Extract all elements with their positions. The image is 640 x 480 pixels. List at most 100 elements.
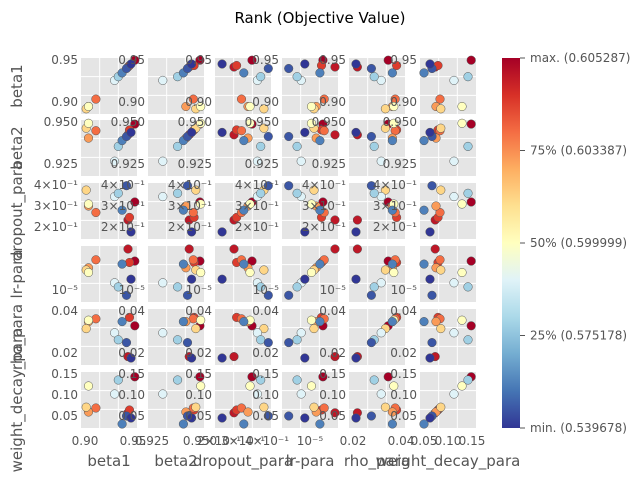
- scatter-point: [306, 118, 317, 128]
- scatter-point: [245, 118, 255, 128]
- y-tick-label: 0.95: [252, 53, 279, 67]
- scatter-point: [351, 353, 361, 363]
- y-tick-label: 0.02: [51, 346, 78, 360]
- y-tick-label: 2×10⁻¹: [101, 220, 145, 234]
- x-tick-label: 0.15: [459, 434, 486, 448]
- y-tick-label: 0.10: [252, 388, 279, 402]
- y-tick-label: 0.10: [185, 388, 212, 402]
- x-axis-label: beta1: [87, 452, 130, 470]
- panel-weight_decay_para-vs-lr-para: 0.05 0.10 0.15: [252, 367, 340, 429]
- y-tick-label: 0.05: [390, 409, 417, 423]
- scatter-point: [247, 55, 257, 65]
- scatter-point: [178, 205, 188, 215]
- scatter-point: [427, 181, 437, 191]
- scatter-point: [256, 375, 266, 385]
- y-tick-label: 0.15: [252, 367, 279, 381]
- y-tick-label: 0.90: [390, 95, 417, 109]
- scatter-point: [292, 188, 302, 198]
- scatter-point: [173, 141, 183, 151]
- scatter-point: [178, 419, 188, 429]
- scatter-point: [91, 403, 101, 413]
- scatter-point: [376, 278, 386, 288]
- y-tick-label: 0.10: [51, 388, 78, 402]
- y-tick-label: 10⁻⁵: [119, 283, 146, 297]
- scatter-point: [121, 181, 132, 191]
- y-axis-label: beta2: [8, 126, 26, 169]
- x-tick-label: 2×10⁻¹: [197, 434, 241, 448]
- scatter-point: [366, 131, 376, 142]
- scatter-point: [130, 197, 140, 207]
- scatter-point: [263, 131, 273, 142]
- scatter-point: [419, 317, 429, 327]
- scatter-point: [387, 68, 397, 78]
- y-tick-label: 0.90: [319, 95, 346, 109]
- scatter-point: [83, 315, 94, 325]
- colorbar-tick-label: 25% (0.575178): [530, 329, 627, 343]
- scatter-point: [449, 389, 459, 399]
- scatter-point: [380, 185, 390, 195]
- scatter-point: [435, 94, 445, 104]
- panel-beta1-vs-rho_para: 0.90 0.95: [319, 53, 405, 114]
- scatter-point: [187, 413, 197, 423]
- y-tick-label: 3×10⁻¹: [34, 199, 78, 213]
- y-tick-label: 0.950: [178, 115, 212, 129]
- scatter-point: [351, 59, 361, 69]
- scatter-point: [296, 156, 306, 166]
- scatter-point: [126, 413, 136, 423]
- scatter-point: [309, 402, 319, 412]
- scatter-point: [232, 60, 242, 71]
- scatter-point: [457, 267, 467, 278]
- scatter-point: [296, 389, 306, 399]
- scatter-point: [430, 244, 440, 254]
- y-tick-label: 0.15: [118, 367, 145, 381]
- scatter-point: [463, 375, 473, 385]
- y-tick-label: 4×10⁻¹: [302, 178, 346, 192]
- scatter-point: [110, 389, 120, 399]
- scatter-point: [425, 353, 435, 363]
- scatter-point: [376, 328, 386, 338]
- panel-dropout_para-vs-beta1: 2×10⁻¹ 3×10⁻¹ 4×10⁻¹: [34, 178, 140, 239]
- scatter-point: [425, 413, 435, 423]
- y-tick-label: 0.15: [319, 367, 346, 381]
- scatter-point: [217, 227, 227, 237]
- scatter-point: [436, 324, 446, 334]
- scatter-point: [130, 321, 140, 331]
- scatter-point: [306, 267, 317, 278]
- scatter-point: [330, 352, 340, 362]
- y-tick-label: 4×10⁻¹: [168, 178, 212, 192]
- scatter-point: [419, 68, 429, 78]
- scatter-point: [81, 324, 91, 334]
- y-tick-label: 0.02: [390, 346, 417, 360]
- scatter-point: [351, 227, 361, 237]
- panel-rho_para-vs-beta1: 0.02 0.04: [51, 304, 140, 365]
- scatter-point: [187, 353, 197, 363]
- panel-dropout_para-vs-beta2: 2×10⁻¹ 3×10⁻¹ 4×10⁻¹: [101, 178, 206, 239]
- scatter-point: [352, 215, 362, 225]
- y-tick-label: 0.04: [51, 304, 78, 318]
- scatter-point: [126, 59, 136, 69]
- scatter-point: [83, 199, 94, 209]
- panel-background: [282, 183, 338, 239]
- scatter-point: [319, 94, 329, 104]
- y-tick-label: 0.05: [185, 409, 212, 423]
- y-tick-label: 0.05: [252, 409, 279, 423]
- scatter-point: [81, 185, 91, 195]
- scatter-point: [113, 335, 123, 345]
- scatter-point: [217, 413, 227, 423]
- y-tick-label: 0.925: [111, 157, 145, 171]
- scatter-point: [196, 267, 206, 278]
- scatter-point: [110, 328, 120, 338]
- scatter-point: [392, 60, 402, 71]
- scatter-point: [188, 255, 198, 265]
- panel-beta1-vs-dropout_para: 0.90 0.95: [185, 53, 273, 114]
- scatter-point: [263, 290, 273, 300]
- panel-weight_decay_para-vs-beta1: 0.05 0.10 0.15: [51, 367, 140, 429]
- scatter-point: [188, 94, 198, 104]
- scatter-point: [306, 381, 317, 391]
- panel-weight_decay_para-vs-beta2: 0.05 0.10 0.15: [118, 367, 206, 429]
- panel-beta2-vs-beta2: 0.925 0.950: [111, 115, 206, 176]
- x-tick-label: 0.02: [340, 434, 367, 448]
- x-tick-label: 0.950: [183, 434, 217, 448]
- colorbar-tick-label: max. (0.605287): [530, 51, 630, 65]
- scatter-point: [187, 59, 197, 69]
